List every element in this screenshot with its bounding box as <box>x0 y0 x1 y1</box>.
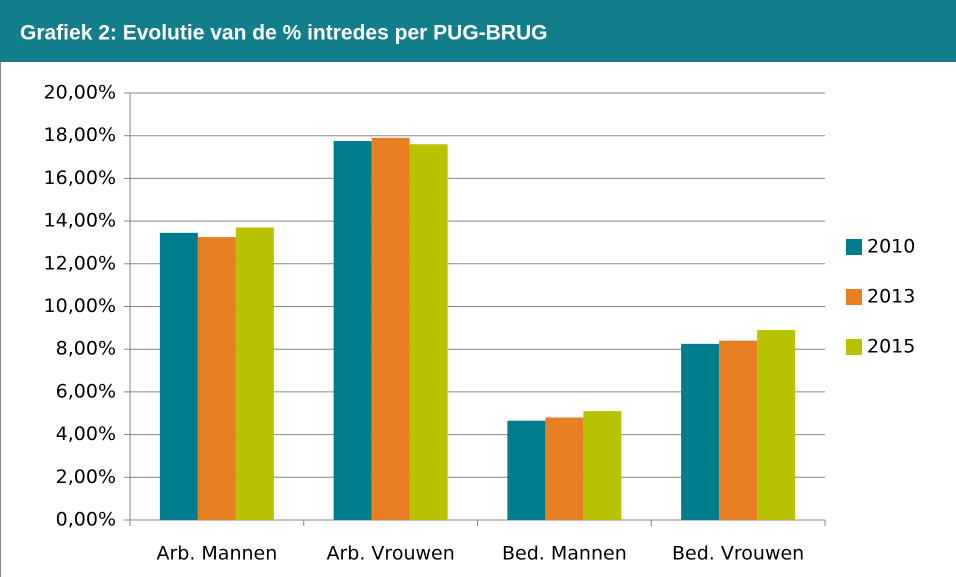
x-tick-label: Arb. Mannen <box>156 543 277 565</box>
legend-label: 2010 <box>867 236 915 258</box>
legend-swatch <box>846 289 862 305</box>
bar <box>583 411 622 520</box>
chart-title: Grafiek 2: Evolutie van de % intredes pe… <box>20 22 547 45</box>
x-tick-label: Bed. Vrouwen <box>672 543 804 565</box>
bar <box>757 329 796 520</box>
legend-label: 2013 <box>867 286 915 308</box>
y-tick-label: 6,00% <box>56 380 116 402</box>
bar <box>719 340 758 520</box>
y-tick-label: 4,00% <box>56 423 116 445</box>
legend-swatch <box>846 239 862 255</box>
y-tick-label: 20,00% <box>44 82 116 104</box>
x-tick-label: Arb. Vrouwen <box>326 543 454 565</box>
bar <box>507 420 546 520</box>
bar <box>681 343 720 520</box>
y-tick-label: 8,00% <box>56 338 116 360</box>
y-tick-label: 2,00% <box>56 466 116 488</box>
bar <box>159 232 198 520</box>
legend-swatch <box>846 339 862 355</box>
y-tick-label: 0,00% <box>56 509 116 531</box>
bar <box>371 137 410 520</box>
y-tick-label: 14,00% <box>44 210 116 232</box>
bar <box>197 237 236 521</box>
bar <box>235 227 274 520</box>
legend-label: 2015 <box>867 336 915 358</box>
y-tick-label: 16,00% <box>44 167 116 189</box>
bar <box>409 144 448 521</box>
bar <box>333 141 372 520</box>
bar <box>545 417 584 520</box>
y-tick-label: 12,00% <box>44 252 116 274</box>
y-tick-label: 18,00% <box>44 124 116 146</box>
y-tick-label: 10,00% <box>44 295 116 317</box>
x-tick-label: Bed. Mannen <box>502 543 627 565</box>
header-bar <box>0 0 956 62</box>
